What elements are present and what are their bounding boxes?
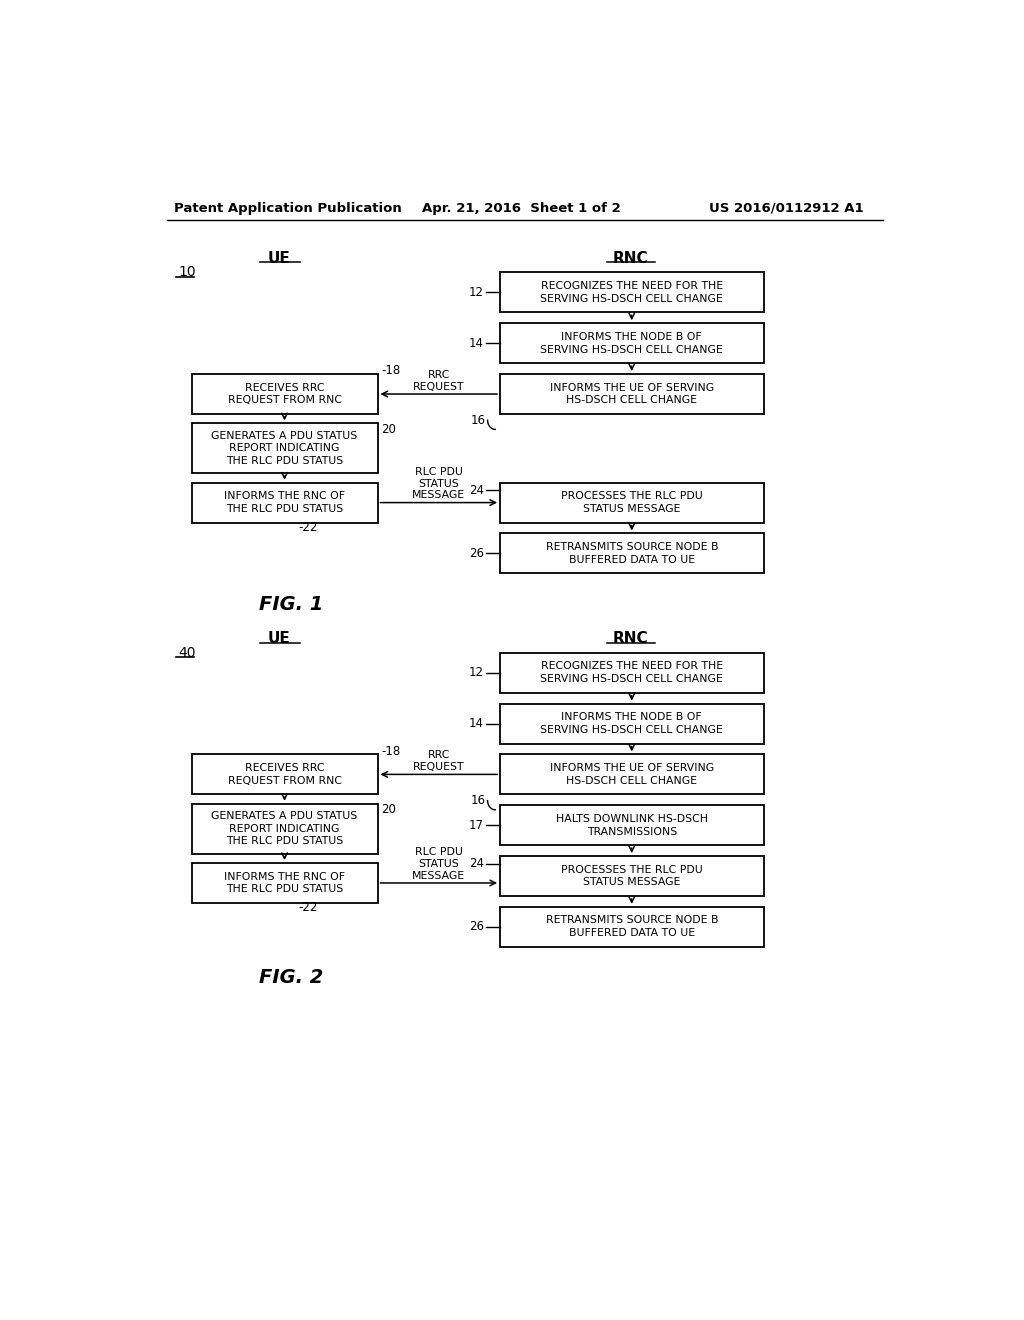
Text: 20: 20 [381, 422, 396, 436]
Text: INFORMS THE UE OF SERVING
HS-DSCH CELL CHANGE: INFORMS THE UE OF SERVING HS-DSCH CELL C… [550, 383, 714, 405]
Text: -22: -22 [298, 520, 317, 533]
Text: UE: UE [267, 631, 291, 647]
Bar [500, 907, 764, 946]
Text: RECEIVES RRC
REQUEST FROM RNC: RECEIVES RRC REQUEST FROM RNC [227, 383, 342, 405]
Bar [500, 704, 764, 743]
Text: 26: 26 [469, 920, 483, 933]
Text: HALTS DOWNLINK HS-DSCH
TRANSMISSIONS: HALTS DOWNLINK HS-DSCH TRANSMISSIONS [556, 814, 708, 837]
Text: INFORMS THE NODE B OF
SERVING HS-DSCH CELL CHANGE: INFORMS THE NODE B OF SERVING HS-DSCH CE… [541, 331, 723, 355]
Bar [500, 805, 764, 845]
Bar [191, 755, 378, 795]
Text: 24: 24 [469, 857, 483, 870]
Bar [500, 323, 764, 363]
Text: RETRANSMITS SOURCE NODE B
BUFFERED DATA TO UE: RETRANSMITS SOURCE NODE B BUFFERED DATA … [546, 543, 718, 565]
Bar [191, 483, 378, 523]
Text: RLC PDU
STATUS
MESSAGE: RLC PDU STATUS MESSAGE [413, 467, 465, 500]
Text: 16: 16 [471, 413, 486, 426]
Text: 12: 12 [469, 286, 483, 298]
Text: 24: 24 [469, 483, 483, 496]
Text: RLC PDU
STATUS
MESSAGE: RLC PDU STATUS MESSAGE [413, 847, 465, 880]
Text: RRC
REQUEST: RRC REQUEST [413, 370, 465, 392]
Bar [500, 272, 764, 313]
Text: -18: -18 [381, 364, 400, 378]
Text: RECOGNIZES THE NEED FOR THE
SERVING HS-DSCH CELL CHANGE: RECOGNIZES THE NEED FOR THE SERVING HS-D… [541, 281, 723, 304]
Text: 10: 10 [178, 265, 196, 280]
Text: INFORMS THE RNC OF
THE RLC PDU STATUS: INFORMS THE RNC OF THE RLC PDU STATUS [224, 491, 345, 513]
Text: 40: 40 [178, 645, 196, 660]
Text: 26: 26 [469, 546, 483, 560]
Bar [191, 374, 378, 414]
Bar [500, 755, 764, 795]
Text: US 2016/0112912 A1: US 2016/0112912 A1 [710, 202, 864, 215]
Bar [191, 804, 378, 854]
Bar [500, 857, 764, 896]
Bar [500, 533, 764, 573]
Text: PROCESSES THE RLC PDU
STATUS MESSAGE: PROCESSES THE RLC PDU STATUS MESSAGE [561, 491, 702, 513]
Text: GENERATES A PDU STATUS
REPORT INDICATING
THE RLC PDU STATUS: GENERATES A PDU STATUS REPORT INDICATING… [211, 810, 357, 846]
Text: UE: UE [267, 251, 291, 267]
Text: RRC
REQUEST: RRC REQUEST [413, 751, 465, 772]
Text: PROCESSES THE RLC PDU
STATUS MESSAGE: PROCESSES THE RLC PDU STATUS MESSAGE [561, 865, 702, 887]
Text: GENERATES A PDU STATUS
REPORT INDICATING
THE RLC PDU STATUS: GENERATES A PDU STATUS REPORT INDICATING… [211, 430, 357, 466]
Text: RECOGNIZES THE NEED FOR THE
SERVING HS-DSCH CELL CHANGE: RECOGNIZES THE NEED FOR THE SERVING HS-D… [541, 661, 723, 684]
Text: 14: 14 [469, 717, 483, 730]
Text: RNC: RNC [612, 631, 648, 647]
Text: -18: -18 [381, 744, 400, 758]
Bar [191, 424, 378, 474]
Bar [500, 653, 764, 693]
Text: FIG. 1: FIG. 1 [259, 595, 323, 614]
Bar [500, 483, 764, 523]
Text: FIG. 2: FIG. 2 [259, 968, 323, 987]
Text: INFORMS THE UE OF SERVING
HS-DSCH CELL CHANGE: INFORMS THE UE OF SERVING HS-DSCH CELL C… [550, 763, 714, 785]
Bar [191, 863, 378, 903]
Text: INFORMS THE RNC OF
THE RLC PDU STATUS: INFORMS THE RNC OF THE RLC PDU STATUS [224, 871, 345, 895]
Text: Apr. 21, 2016  Sheet 1 of 2: Apr. 21, 2016 Sheet 1 of 2 [423, 202, 622, 215]
Text: 20: 20 [381, 804, 396, 816]
Text: INFORMS THE NODE B OF
SERVING HS-DSCH CELL CHANGE: INFORMS THE NODE B OF SERVING HS-DSCH CE… [541, 713, 723, 735]
Text: RNC: RNC [612, 251, 648, 267]
Text: 12: 12 [469, 667, 483, 680]
Text: -22: -22 [298, 902, 317, 915]
Text: Patent Application Publication: Patent Application Publication [174, 202, 402, 215]
Text: 14: 14 [469, 337, 483, 350]
Text: RECEIVES RRC
REQUEST FROM RNC: RECEIVES RRC REQUEST FROM RNC [227, 763, 342, 785]
Text: RETRANSMITS SOURCE NODE B
BUFFERED DATA TO UE: RETRANSMITS SOURCE NODE B BUFFERED DATA … [546, 916, 718, 939]
Bar [500, 374, 764, 414]
Text: 16: 16 [471, 795, 486, 807]
Text: 17: 17 [469, 818, 483, 832]
